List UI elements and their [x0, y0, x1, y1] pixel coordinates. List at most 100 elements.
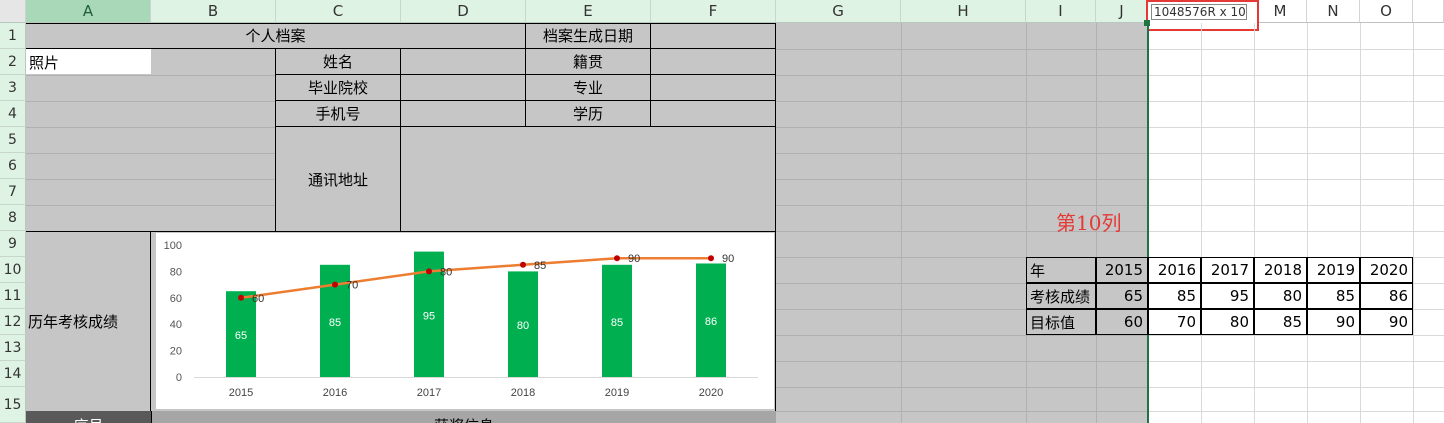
photo-cell[interactable]: 照片: [26, 49, 151, 74]
data-table-cell[interactable]: 95: [1201, 283, 1254, 309]
x-tick-label: 2019: [605, 387, 629, 399]
school-label-cell[interactable]: 毕业院校: [276, 75, 401, 101]
data-table-cell[interactable]: 85: [1254, 309, 1307, 335]
data-table-cell[interactable]: 2018: [1254, 257, 1307, 283]
column-header-c[interactable]: C: [276, 0, 401, 23]
column-header-m[interactable]: M: [1254, 0, 1307, 23]
gridline: [1254, 23, 1255, 423]
scores-label-cell[interactable]: 历年考核成绩: [26, 232, 151, 411]
selection-border: [1147, 23, 1149, 423]
select-all-corner[interactable]: [0, 0, 26, 23]
row-header-2[interactable]: 2: [0, 49, 26, 75]
bar-data-label: 85: [329, 317, 341, 329]
row-header-6[interactable]: 6: [0, 153, 26, 179]
row-header-11[interactable]: 11: [0, 283, 26, 309]
data-table-cell[interactable]: 2019: [1307, 257, 1360, 283]
scores-chart[interactable]: 0 20 40 60 80 100 65 85 95 80 85 86 2015 2016 2017 2018…: [156, 233, 774, 409]
row-header-1[interactable]: 1: [0, 23, 26, 49]
education-label-cell[interactable]: 学历: [526, 101, 651, 127]
column-header-a[interactable]: A: [26, 0, 151, 23]
data-table-cell[interactable]: 70: [1148, 309, 1201, 335]
column-header-g[interactable]: G: [776, 0, 901, 23]
gridline: [1026, 23, 1027, 423]
y-tick-label: 20: [170, 346, 182, 358]
row-header-4[interactable]: 4: [0, 101, 26, 127]
row-header-14[interactable]: 14: [0, 361, 26, 387]
generated-date-label: 档案生成日期: [542, 27, 633, 45]
line-point: [520, 261, 526, 268]
data-table-label-years[interactable]: 年: [1026, 257, 1096, 283]
row-header-3[interactable]: 3: [0, 75, 26, 101]
bar-data-label: 65: [235, 330, 247, 342]
gridline: [776, 283, 1148, 284]
column-header-b[interactable]: B: [151, 0, 276, 23]
data-table-cell[interactable]: 90: [1307, 309, 1360, 335]
native-place-label-cell[interactable]: 籍贯: [526, 49, 651, 75]
school-label: 毕业院校: [307, 79, 368, 97]
address-value-cell[interactable]: [401, 127, 776, 231]
row-header-13[interactable]: 13: [0, 335, 26, 361]
data-table-cell[interactable]: 2015: [1096, 257, 1148, 283]
column-header-e[interactable]: E: [526, 0, 651, 23]
column-header-j[interactable]: J: [1096, 0, 1148, 23]
column-header-h[interactable]: H: [901, 0, 1026, 23]
photo-label: 照片: [29, 54, 60, 72]
row15-awards-header[interactable]: 获奖信息: [151, 411, 776, 423]
phone-label-cell[interactable]: 手机号: [276, 101, 401, 127]
data-table-cell[interactable]: 2016: [1148, 257, 1201, 283]
gridline: [776, 101, 1148, 102]
scores-chart-svg: 0 20 40 60 80 100 65 85 95 80 85 86 2015 2016 2017 2018…: [164, 240, 758, 399]
school-value-cell[interactable]: [401, 75, 526, 101]
phone-value-cell[interactable]: [401, 101, 526, 127]
native-place-value-cell[interactable]: [651, 49, 776, 75]
gridline: [776, 411, 1148, 412]
gridline: [1149, 49, 1444, 50]
data-table-cell[interactable]: 86: [1360, 283, 1413, 309]
gridline: [1149, 205, 1444, 206]
data-table-cell[interactable]: 80: [1201, 309, 1254, 335]
data-table-label-targets[interactable]: 目标值: [1026, 309, 1096, 335]
data-table-cell[interactable]: 60: [1096, 309, 1148, 335]
gridline: [776, 127, 1148, 128]
gridline: [26, 179, 276, 180]
data-table-cell[interactable]: 85: [1307, 283, 1360, 309]
row-header-9[interactable]: 9: [0, 231, 26, 257]
data-table-cell[interactable]: 2017: [1201, 257, 1254, 283]
major-value-cell[interactable]: [651, 75, 776, 101]
data-table-cell[interactable]: 90: [1360, 309, 1413, 335]
row15-number-header[interactable]: 序号: [26, 411, 151, 423]
row-header-5[interactable]: 5: [0, 127, 26, 153]
generated-date-value-cell[interactable]: [651, 23, 776, 49]
data-table-cell[interactable]: 65: [1096, 283, 1148, 309]
data-table-cell[interactable]: 2020: [1360, 257, 1413, 283]
education-label: 学历: [572, 105, 603, 123]
row-header-12[interactable]: 12: [0, 309, 26, 335]
column-header-i[interactable]: I: [1026, 0, 1096, 23]
data-table-cell[interactable]: 85: [1148, 283, 1201, 309]
data-table-cell[interactable]: 80: [1254, 283, 1307, 309]
row-header-8[interactable]: 8: [0, 205, 26, 231]
gridline: [1149, 361, 1444, 362]
data-table-label-scores[interactable]: 考核成绩: [1026, 283, 1096, 309]
gridline: [1360, 23, 1361, 423]
line-point: [426, 268, 432, 275]
column-header-f[interactable]: F: [651, 0, 776, 23]
education-value-cell[interactable]: [651, 101, 776, 127]
column-header-d[interactable]: D: [401, 0, 526, 23]
name-value-cell[interactable]: [401, 49, 526, 75]
column-header-p[interactable]: [1413, 0, 1444, 23]
address-label-cell[interactable]: 通讯地址: [276, 127, 401, 231]
row-header-7[interactable]: 7: [0, 179, 26, 205]
row-header-10[interactable]: 10: [0, 257, 26, 283]
profile-title-cell[interactable]: 个人档案: [26, 23, 526, 49]
column-header-n[interactable]: N: [1307, 0, 1360, 23]
row-header-15[interactable]: 15: [0, 387, 26, 423]
bar-data-label: 80: [517, 320, 529, 332]
selection-handle[interactable]: [1144, 20, 1150, 26]
major-label-cell[interactable]: 专业: [526, 75, 651, 101]
scores-label: 历年考核成绩: [28, 313, 119, 331]
name-label-cell[interactable]: 姓名: [276, 49, 401, 75]
column-header-o[interactable]: O: [1360, 0, 1413, 23]
gridline: [26, 205, 276, 206]
generated-date-label-cell[interactable]: 档案生成日期: [526, 23, 651, 49]
